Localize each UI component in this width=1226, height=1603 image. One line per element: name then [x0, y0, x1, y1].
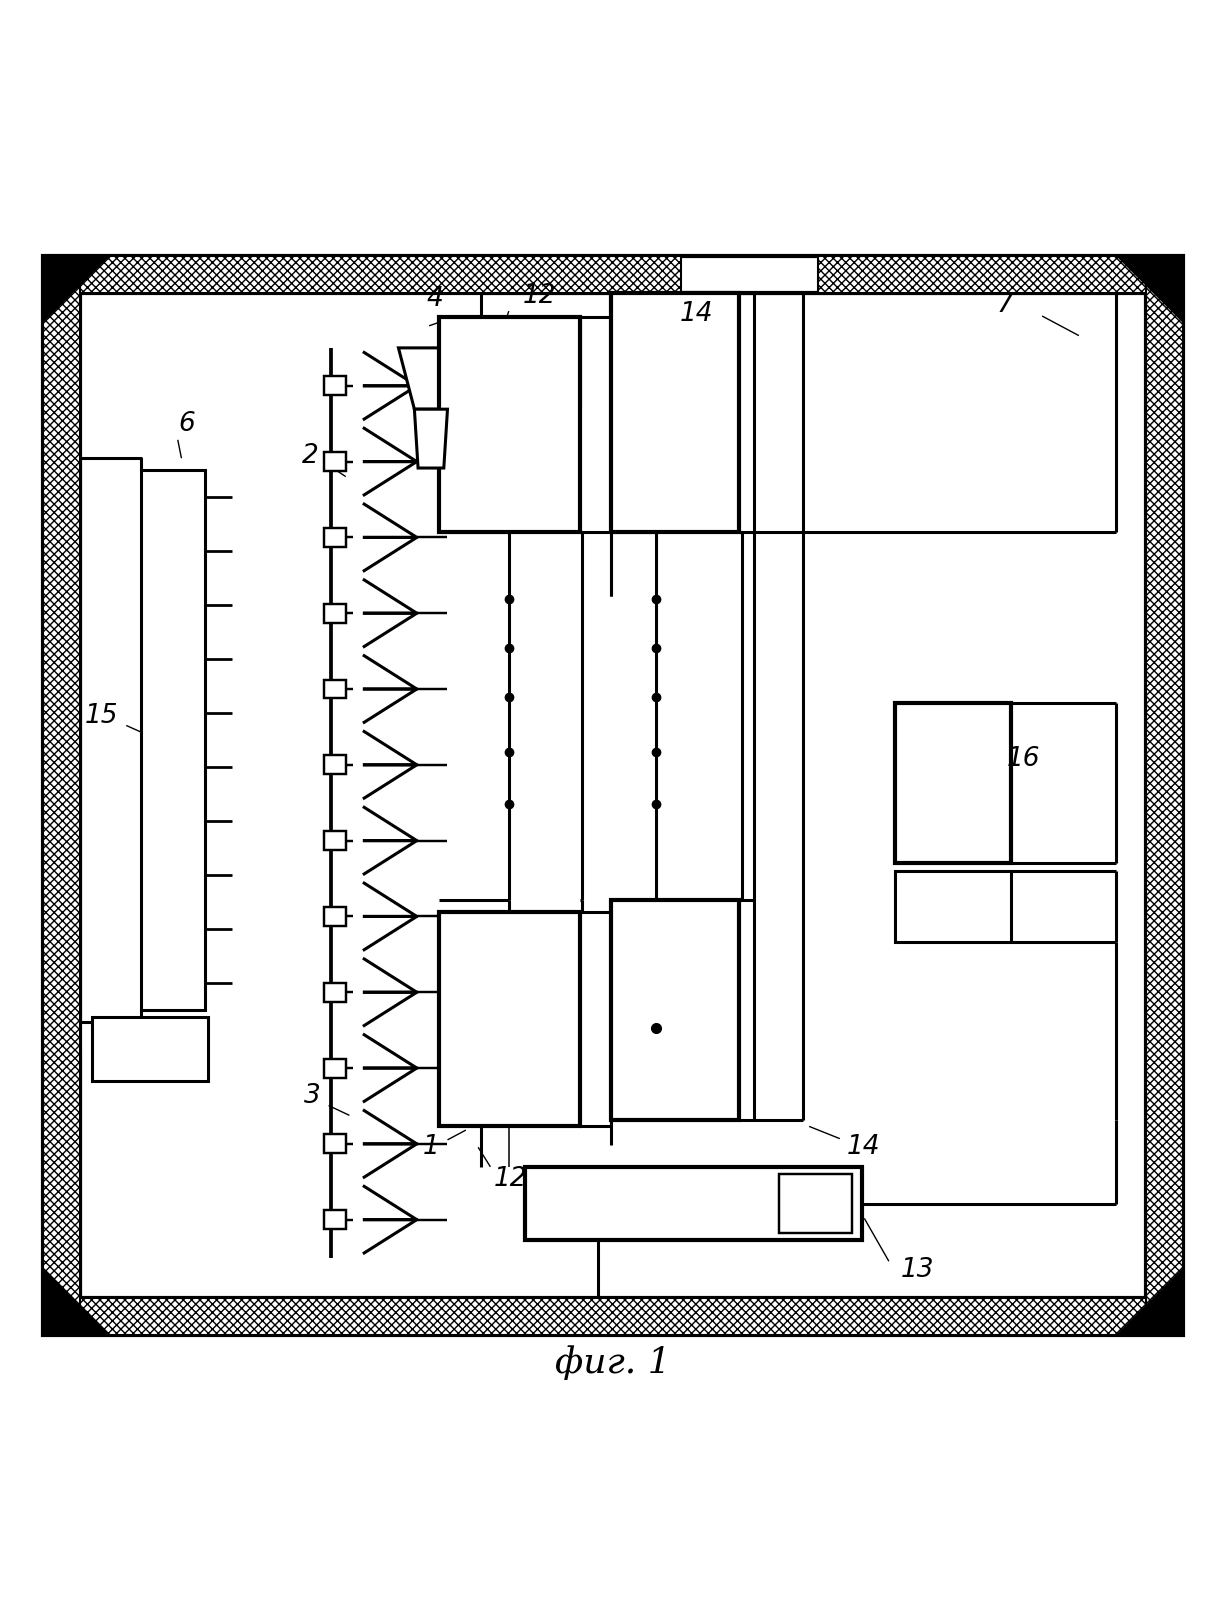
- Bar: [325, 1135, 347, 1153]
- Text: 12: 12: [493, 1165, 527, 1193]
- Bar: [779, 1175, 852, 1233]
- Bar: [325, 680, 347, 699]
- Polygon shape: [398, 348, 454, 409]
- Bar: [80, 293, 1146, 1298]
- Bar: [439, 317, 580, 532]
- Bar: [43, 1298, 1183, 1335]
- Text: 15: 15: [85, 702, 119, 729]
- Bar: [325, 983, 347, 1002]
- Bar: [895, 872, 1011, 943]
- Text: фиг. 1: фиг. 1: [555, 1345, 671, 1380]
- Text: 16: 16: [1007, 745, 1041, 771]
- Text: 14: 14: [679, 300, 714, 327]
- Text: 4: 4: [427, 285, 444, 313]
- Text: 7: 7: [997, 292, 1014, 317]
- Text: 2: 2: [302, 442, 319, 468]
- Polygon shape: [43, 256, 109, 322]
- Bar: [43, 256, 682, 293]
- Bar: [325, 1058, 347, 1077]
- Bar: [325, 830, 347, 850]
- Bar: [43, 256, 80, 1335]
- Polygon shape: [1117, 256, 1183, 322]
- Bar: [325, 377, 347, 396]
- Bar: [325, 907, 347, 927]
- Bar: [611, 293, 739, 532]
- Bar: [895, 704, 1011, 862]
- Bar: [43, 256, 1183, 1335]
- Text: 3: 3: [304, 1082, 321, 1109]
- Bar: [325, 527, 347, 547]
- Text: 6: 6: [178, 410, 195, 438]
- Polygon shape: [43, 1268, 109, 1335]
- Bar: [141, 470, 205, 1010]
- Bar: [611, 899, 739, 1120]
- Bar: [325, 452, 347, 471]
- Bar: [92, 1018, 208, 1080]
- Polygon shape: [1117, 1268, 1183, 1335]
- Bar: [818, 256, 1183, 293]
- Text: 1: 1: [423, 1135, 440, 1161]
- Text: 13: 13: [900, 1257, 934, 1282]
- Bar: [525, 1167, 862, 1241]
- Bar: [439, 912, 580, 1127]
- Bar: [325, 1210, 347, 1230]
- Text: 12: 12: [522, 284, 557, 309]
- Bar: [325, 755, 347, 774]
- Bar: [1146, 256, 1183, 1335]
- Text: 14: 14: [846, 1135, 880, 1161]
- Bar: [325, 604, 347, 622]
- Polygon shape: [414, 409, 447, 468]
